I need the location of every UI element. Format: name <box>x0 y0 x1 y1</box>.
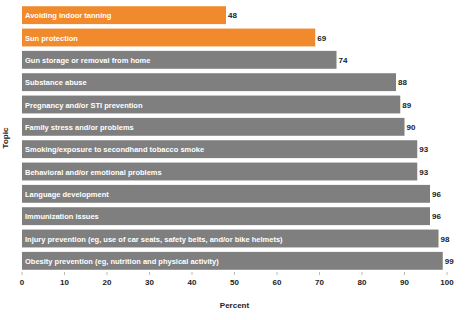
chart-svg: Avoiding indoor tanning 48 Sun protection 6… <box>0 0 472 320</box>
category-label: Smoking/exposure to secondhand tobacco s… <box>25 145 204 154</box>
bar <box>22 207 430 225</box>
bar <box>22 6 226 24</box>
category-label: Immunization issues <box>25 212 99 221</box>
tick-mark <box>64 272 65 275</box>
data-label: 96 <box>432 212 441 221</box>
tick-mark <box>22 272 23 275</box>
bar <box>22 185 430 203</box>
bars <box>22 6 443 270</box>
data-label: 48 <box>228 11 237 20</box>
category-label: Family stress and/or problems <box>25 123 134 132</box>
tick-mark <box>192 272 193 275</box>
data-label: 74 <box>339 56 348 65</box>
data-label: 93 <box>419 168 428 177</box>
tick-label: 0 <box>20 278 25 287</box>
category-label: Obesity prevention (eg, nutrition and ph… <box>25 257 219 266</box>
x-axis: 0 10 20 30 40 50 60 70 80 90 100 <box>20 272 454 287</box>
tick-label: 20 <box>103 278 112 287</box>
data-label: 69 <box>317 34 326 43</box>
bar <box>22 51 337 69</box>
category-label: Gun storage or removal from home <box>25 56 150 65</box>
bar <box>22 163 417 181</box>
category-label: Avoiding indoor tanning <box>25 11 112 20</box>
category-label: Injury prevention (eg, use of car seats,… <box>25 235 283 244</box>
tick-mark <box>319 272 320 275</box>
bar <box>22 252 443 270</box>
tick-label: 30 <box>145 278 154 287</box>
category-label: Language development <box>25 190 109 199</box>
tick-label: 100 <box>440 278 454 287</box>
data-label: 93 <box>419 145 428 154</box>
tick-mark <box>234 272 235 275</box>
bar <box>22 96 400 114</box>
tick-mark <box>149 272 150 275</box>
x-axis-label: Percent <box>220 301 250 310</box>
category-label: Substance abuse <box>25 78 87 87</box>
chart-container: Avoiding indoor tanning 48 Sun protection 6… <box>0 0 472 320</box>
tick-mark <box>404 272 405 275</box>
data-label: 98 <box>441 235 450 244</box>
tick-mark <box>362 272 363 275</box>
data-label: 96 <box>432 190 441 199</box>
data-label: 99 <box>445 257 454 266</box>
bar <box>22 73 396 91</box>
category-label: Pregnancy and/or STI prevention <box>25 101 143 110</box>
data-label: 88 <box>398 78 407 87</box>
bar <box>22 140 417 158</box>
bar <box>22 118 405 136</box>
tick-label: 10 <box>60 278 69 287</box>
bar <box>22 29 315 47</box>
tick-mark <box>447 272 448 275</box>
data-label: 89 <box>402 101 411 110</box>
tick-label: 90 <box>400 278 409 287</box>
tick-label: 70 <box>315 278 324 287</box>
tick-label: 80 <box>358 278 367 287</box>
data-label: 90 <box>407 123 416 132</box>
tick-mark <box>277 272 278 275</box>
tick-label: 60 <box>273 278 282 287</box>
tick-label: 50 <box>230 278 239 287</box>
bar <box>22 230 439 248</box>
category-label: Behavioral and/or emotional problems <box>25 168 162 177</box>
y-axis-label: Topic <box>1 127 10 148</box>
category-label: Sun protection <box>25 34 78 43</box>
labels: Avoiding indoor tanning 48 Sun protection 6… <box>25 11 454 266</box>
tick-mark <box>107 272 108 275</box>
tick-label: 40 <box>188 278 197 287</box>
